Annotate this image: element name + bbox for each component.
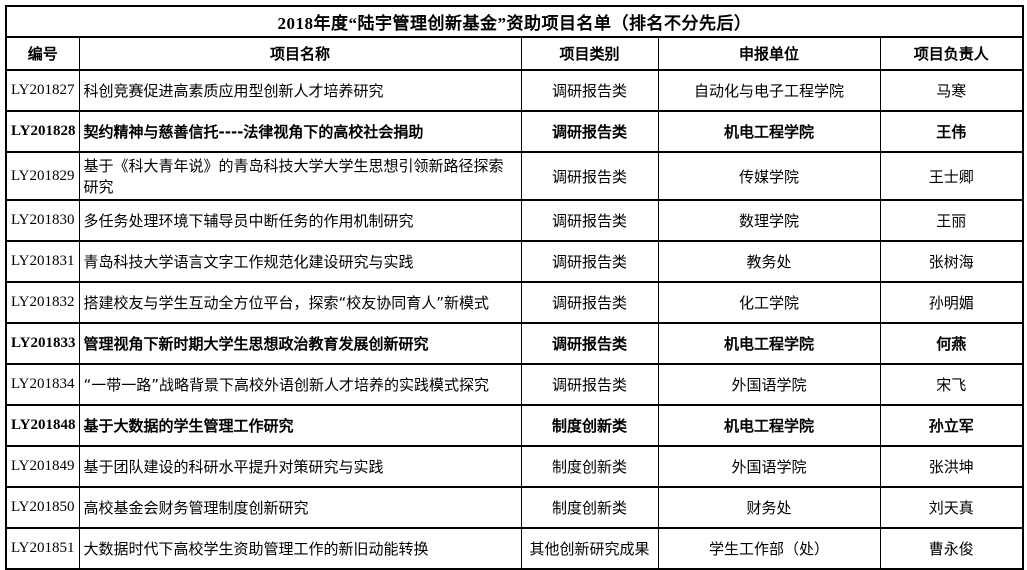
cell-project-name: 契约精神与慈善信托----法律视角下的高校社会捐助: [78, 110, 522, 153]
cell-project-leader: 刘天真: [879, 486, 1024, 529]
cell-project-leader: 何燕: [879, 322, 1024, 365]
cell-project-leader: 曹永俊: [879, 527, 1024, 570]
cell-project-category: 制度创新类: [520, 404, 659, 447]
cell-project-name: 高校基金会财务管理制度创新研究: [78, 486, 522, 529]
cell-project-id: LY201833: [5, 322, 80, 365]
table-row: LY201850 高校基金会财务管理制度创新研究 制度创新类 财务处 刘天真: [5, 486, 1024, 529]
cell-project-category: 制度创新类: [520, 445, 659, 488]
cell-project-category: 调研报告类: [520, 69, 659, 112]
cell-applicant-unit: 传媒学院: [657, 151, 881, 201]
cell-applicant-unit: 自动化与电子工程学院: [657, 69, 881, 112]
table-row: LY201848 基于大数据的学生管理工作研究 制度创新类 机电工程学院 孙立军: [5, 404, 1024, 447]
cell-project-leader: 张洪坤: [879, 445, 1024, 488]
cell-project-category: 调研报告类: [520, 199, 659, 242]
cell-applicant-unit: 学生工作部（处）: [657, 527, 881, 570]
table-row: LY201827 科创竞赛促进高素质应用型创新人才培养研究 调研报告类 自动化与电子工…: [5, 69, 1024, 112]
cell-project-id: LY201832: [5, 281, 80, 324]
cell-project-name: 大数据时代下高校学生资助管理工作的新旧动能转换: [78, 527, 522, 570]
cell-project-name: 科创竞赛促进高素质应用型创新人才培养研究: [78, 69, 522, 112]
cell-applicant-unit: 教务处: [657, 240, 881, 283]
column-header-project-category: 项目类别: [520, 36, 659, 71]
cell-project-id: LY201828: [5, 110, 80, 153]
cell-project-category: 调研报告类: [520, 110, 659, 153]
projects-table: 2018年度“陆宇管理创新基金”资助项目名单（排名不分先后） 编号 项目名称 项…: [5, 5, 1025, 570]
cell-project-leader: 王伟: [879, 110, 1024, 153]
cell-project-id: LY201849: [5, 445, 80, 488]
header-row: 编号 项目名称 项目类别 申报单位 项目负责人: [5, 36, 1024, 71]
cell-project-id: LY201829: [5, 151, 80, 201]
table-row: LY201849 基于团队建设的科研水平提升对策研究与实践 制度创新类 外国语学院 张洪…: [5, 445, 1024, 488]
cell-project-name: 管理视角下新时期大学生思想政治教育发展创新研究: [78, 322, 522, 365]
table-row: LY201832 搭建校友与学生互动全方位平台，探索“校友协同育人”新模式 调研报告…: [5, 281, 1024, 324]
column-header-project-id: 编号: [5, 36, 80, 71]
cell-project-leader: 马寒: [879, 69, 1024, 112]
cell-project-id: LY201850: [5, 486, 80, 529]
cell-project-name: 基于大数据的学生管理工作研究: [78, 404, 522, 447]
table-title: 2018年度“陆宇管理创新基金”资助项目名单（排名不分先后）: [5, 5, 1024, 38]
table-row: LY201830 多任务处理环境下辅导员中断任务的作用机制研究 调研报告类 数理学院王…: [5, 199, 1024, 242]
cell-project-category: 调研报告类: [520, 322, 659, 365]
cell-project-leader: 王士卿: [879, 151, 1024, 201]
cell-project-category: 调研报告类: [520, 240, 659, 283]
cell-project-name: 基于团队建设的科研水平提升对策研究与实践: [78, 445, 522, 488]
cell-applicant-unit: 外国语学院: [657, 363, 881, 406]
cell-applicant-unit: 机电工程学院: [657, 110, 881, 153]
cell-applicant-unit: 机电工程学院: [657, 322, 881, 365]
cell-project-id: LY201831: [5, 240, 80, 283]
cell-project-name: 搭建校友与学生互动全方位平台，探索“校友协同育人”新模式: [78, 281, 522, 324]
cell-project-id: LY201851: [5, 527, 80, 570]
cell-project-id: LY201834: [5, 363, 80, 406]
cell-project-category: 其他创新研究成果: [520, 527, 659, 570]
table-row: LY201831 青岛科技大学语言文字工作规范化建设研究与实践 调研报告类 教务处 张树…: [5, 240, 1024, 283]
cell-project-leader: 孙立军: [879, 404, 1024, 447]
column-header-applicant-unit: 申报单位: [657, 36, 881, 71]
table-row: LY201828 契约精神与慈善信托----法律视角下的高校社会捐助 调研报告类 机电…: [5, 110, 1024, 153]
cell-applicant-unit: 数理学院: [657, 199, 881, 242]
cell-project-category: 制度创新类: [520, 486, 659, 529]
cell-applicant-unit: 外国语学院: [657, 445, 881, 488]
cell-project-id: LY201827: [5, 69, 80, 112]
cell-project-leader: 宋飞: [879, 363, 1024, 406]
title-row: 2018年度“陆宇管理创新基金”资助项目名单（排名不分先后）: [5, 5, 1024, 38]
cell-applicant-unit: 财务处: [657, 486, 881, 529]
cell-project-id: LY201830: [5, 199, 80, 242]
cell-applicant-unit: 化工学院: [657, 281, 881, 324]
cell-project-name: “一带一路”战略背景下高校外语创新人才培养的实践模式探究: [78, 363, 522, 406]
cell-project-category: 调研报告类: [520, 281, 659, 324]
table-row: LY201829 基于《科大青年说》的青岛科技大学大学生思想引领新路径探索研究 调研…: [5, 151, 1024, 201]
cell-applicant-unit: 机电工程学院: [657, 404, 881, 447]
table-row: LY201851 大数据时代下高校学生资助管理工作的新旧动能转换 其他创新研究成果学…: [5, 527, 1024, 570]
cell-project-category: 调研报告类: [520, 363, 659, 406]
table-row: LY201834 “一带一路”战略背景下高校外语创新人才培养的实践模式探究 调研报告…: [5, 363, 1024, 406]
cell-project-leader: 孙明媚: [879, 281, 1024, 324]
table-body: LY201827 科创竞赛促进高素质应用型创新人才培养研究 调研报告类 自动化与电子工…: [5, 69, 1024, 570]
column-header-project-name: 项目名称: [78, 36, 522, 71]
cell-project-id: LY201848: [5, 404, 80, 447]
cell-project-name: 青岛科技大学语言文字工作规范化建设研究与实践: [78, 240, 522, 283]
cell-project-leader: 张树海: [879, 240, 1024, 283]
cell-project-name: 多任务处理环境下辅导员中断任务的作用机制研究: [78, 199, 522, 242]
table-row: LY201833 管理视角下新时期大学生思想政治教育发展创新研究 调研报告类 机电工程…: [5, 322, 1024, 365]
cell-project-name: 基于《科大青年说》的青岛科技大学大学生思想引领新路径探索研究: [78, 151, 522, 201]
cell-project-leader: 王丽: [879, 199, 1024, 242]
cell-project-category: 调研报告类: [520, 151, 659, 201]
column-header-project-leader: 项目负责人: [879, 36, 1024, 71]
